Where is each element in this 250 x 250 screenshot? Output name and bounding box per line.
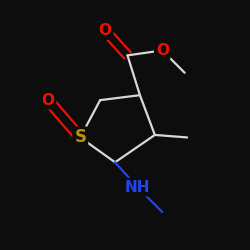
Text: O: O	[98, 23, 112, 38]
Text: S: S	[74, 128, 86, 146]
Text: O: O	[42, 93, 54, 108]
Text: NH: NH	[125, 180, 150, 195]
Text: O: O	[156, 43, 169, 58]
